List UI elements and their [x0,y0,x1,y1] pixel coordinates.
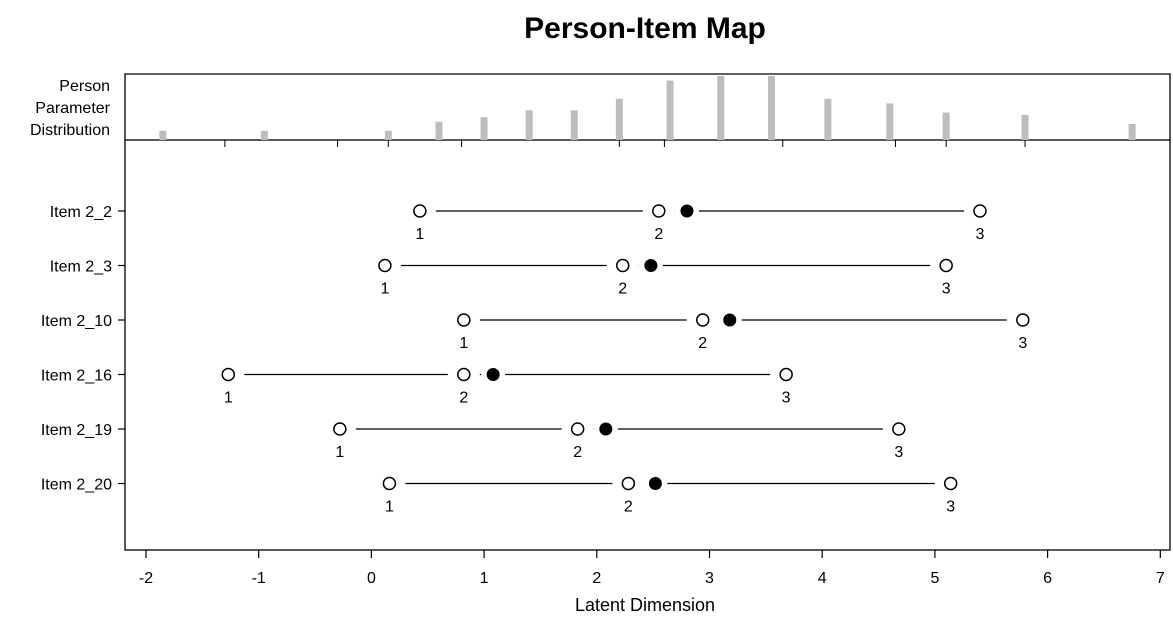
threshold-point [779,367,793,382]
threshold-point [382,476,397,491]
threshold-point [457,313,471,327]
threshold-label: 1 [224,390,233,407]
x-tick-label: 4 [818,570,827,587]
distribution-bar [615,98,623,140]
threshold-label: 2 [624,499,633,516]
threshold-label: 3 [976,226,985,243]
plot-frame [124,139,1171,551]
threshold-point [943,476,958,491]
distribution-label-line-2: Parameter [35,100,110,117]
distribution-bar [1021,114,1029,140]
distribution-bar [767,76,775,140]
item-label: Item 2_10 [41,313,112,330]
threshold-point [615,258,630,273]
threshold-point [221,367,236,382]
item-label: Item 2_19 [41,422,112,439]
item-location-point [648,477,662,490]
x-tick-label: 0 [367,570,376,587]
x-tick-label: -1 [252,570,266,587]
x-tick-label: 1 [480,570,489,587]
distribution-bar [886,103,894,140]
threshold-point [333,422,347,436]
item-label: Item 2_16 [41,368,112,385]
threshold-point [892,422,906,436]
threshold-label: 3 [782,390,791,407]
distribution-bar [384,130,392,140]
distribution-bar [570,110,578,140]
x-tick-label: -2 [139,570,153,587]
item-location-point [680,204,694,218]
threshold-label: 3 [1018,335,1027,352]
threshold-label: 1 [380,281,389,298]
distribution-label-line-3: Distribution [29,122,110,139]
threshold-point [1016,313,1030,327]
threshold-label: 1 [385,499,394,516]
x-tick-label: 7 [1156,570,1165,587]
threshold-label: 2 [459,390,468,407]
item-location-point [644,259,658,272]
distribution-bar [435,121,443,140]
distribution-bar [1128,124,1136,140]
threshold-label: 2 [654,226,663,243]
x-tick-label: 6 [1043,570,1052,587]
distribution-bar [942,112,950,140]
item-label: Item 2_3 [50,259,112,276]
threshold-label: 1 [459,335,468,352]
distribution-bar [824,98,832,140]
distribution-bar [666,80,674,140]
threshold-label: 3 [942,281,951,298]
distribution-bar [717,76,725,140]
item-location-point [723,313,737,327]
item-label: Item 2_20 [41,477,112,494]
threshold-point [378,258,392,273]
distribution-bar [260,130,268,140]
distribution-label-line-1: Person [59,78,110,95]
threshold-label: 1 [335,444,344,461]
threshold-label: 2 [618,281,627,298]
distribution-bar [480,117,488,140]
threshold-label: 3 [946,499,955,516]
distribution-bar [525,110,533,140]
threshold-label: 2 [573,444,582,461]
item-location-point [486,368,500,381]
threshold-point [939,258,953,273]
threshold-point [570,422,585,436]
chart-title: Person-Item Map [524,12,766,45]
x-axis-label: Latent Dimension [574,595,716,615]
threshold-point [652,204,666,218]
distribution-bar [159,130,167,140]
x-tick-label: 3 [705,570,714,587]
item-label: Item 2_2 [50,204,112,221]
x-tick-label: 2 [592,570,601,587]
threshold-point [621,476,636,491]
threshold-label: 2 [698,335,707,352]
distribution-frame [124,73,1171,140]
threshold-point [413,204,427,218]
threshold-point [973,204,987,218]
threshold-point [695,313,710,327]
threshold-label: 3 [894,444,903,461]
threshold-label: 1 [415,226,424,243]
x-tick-label: 5 [930,570,939,587]
item-location-point [599,422,613,436]
threshold-point [457,367,471,382]
